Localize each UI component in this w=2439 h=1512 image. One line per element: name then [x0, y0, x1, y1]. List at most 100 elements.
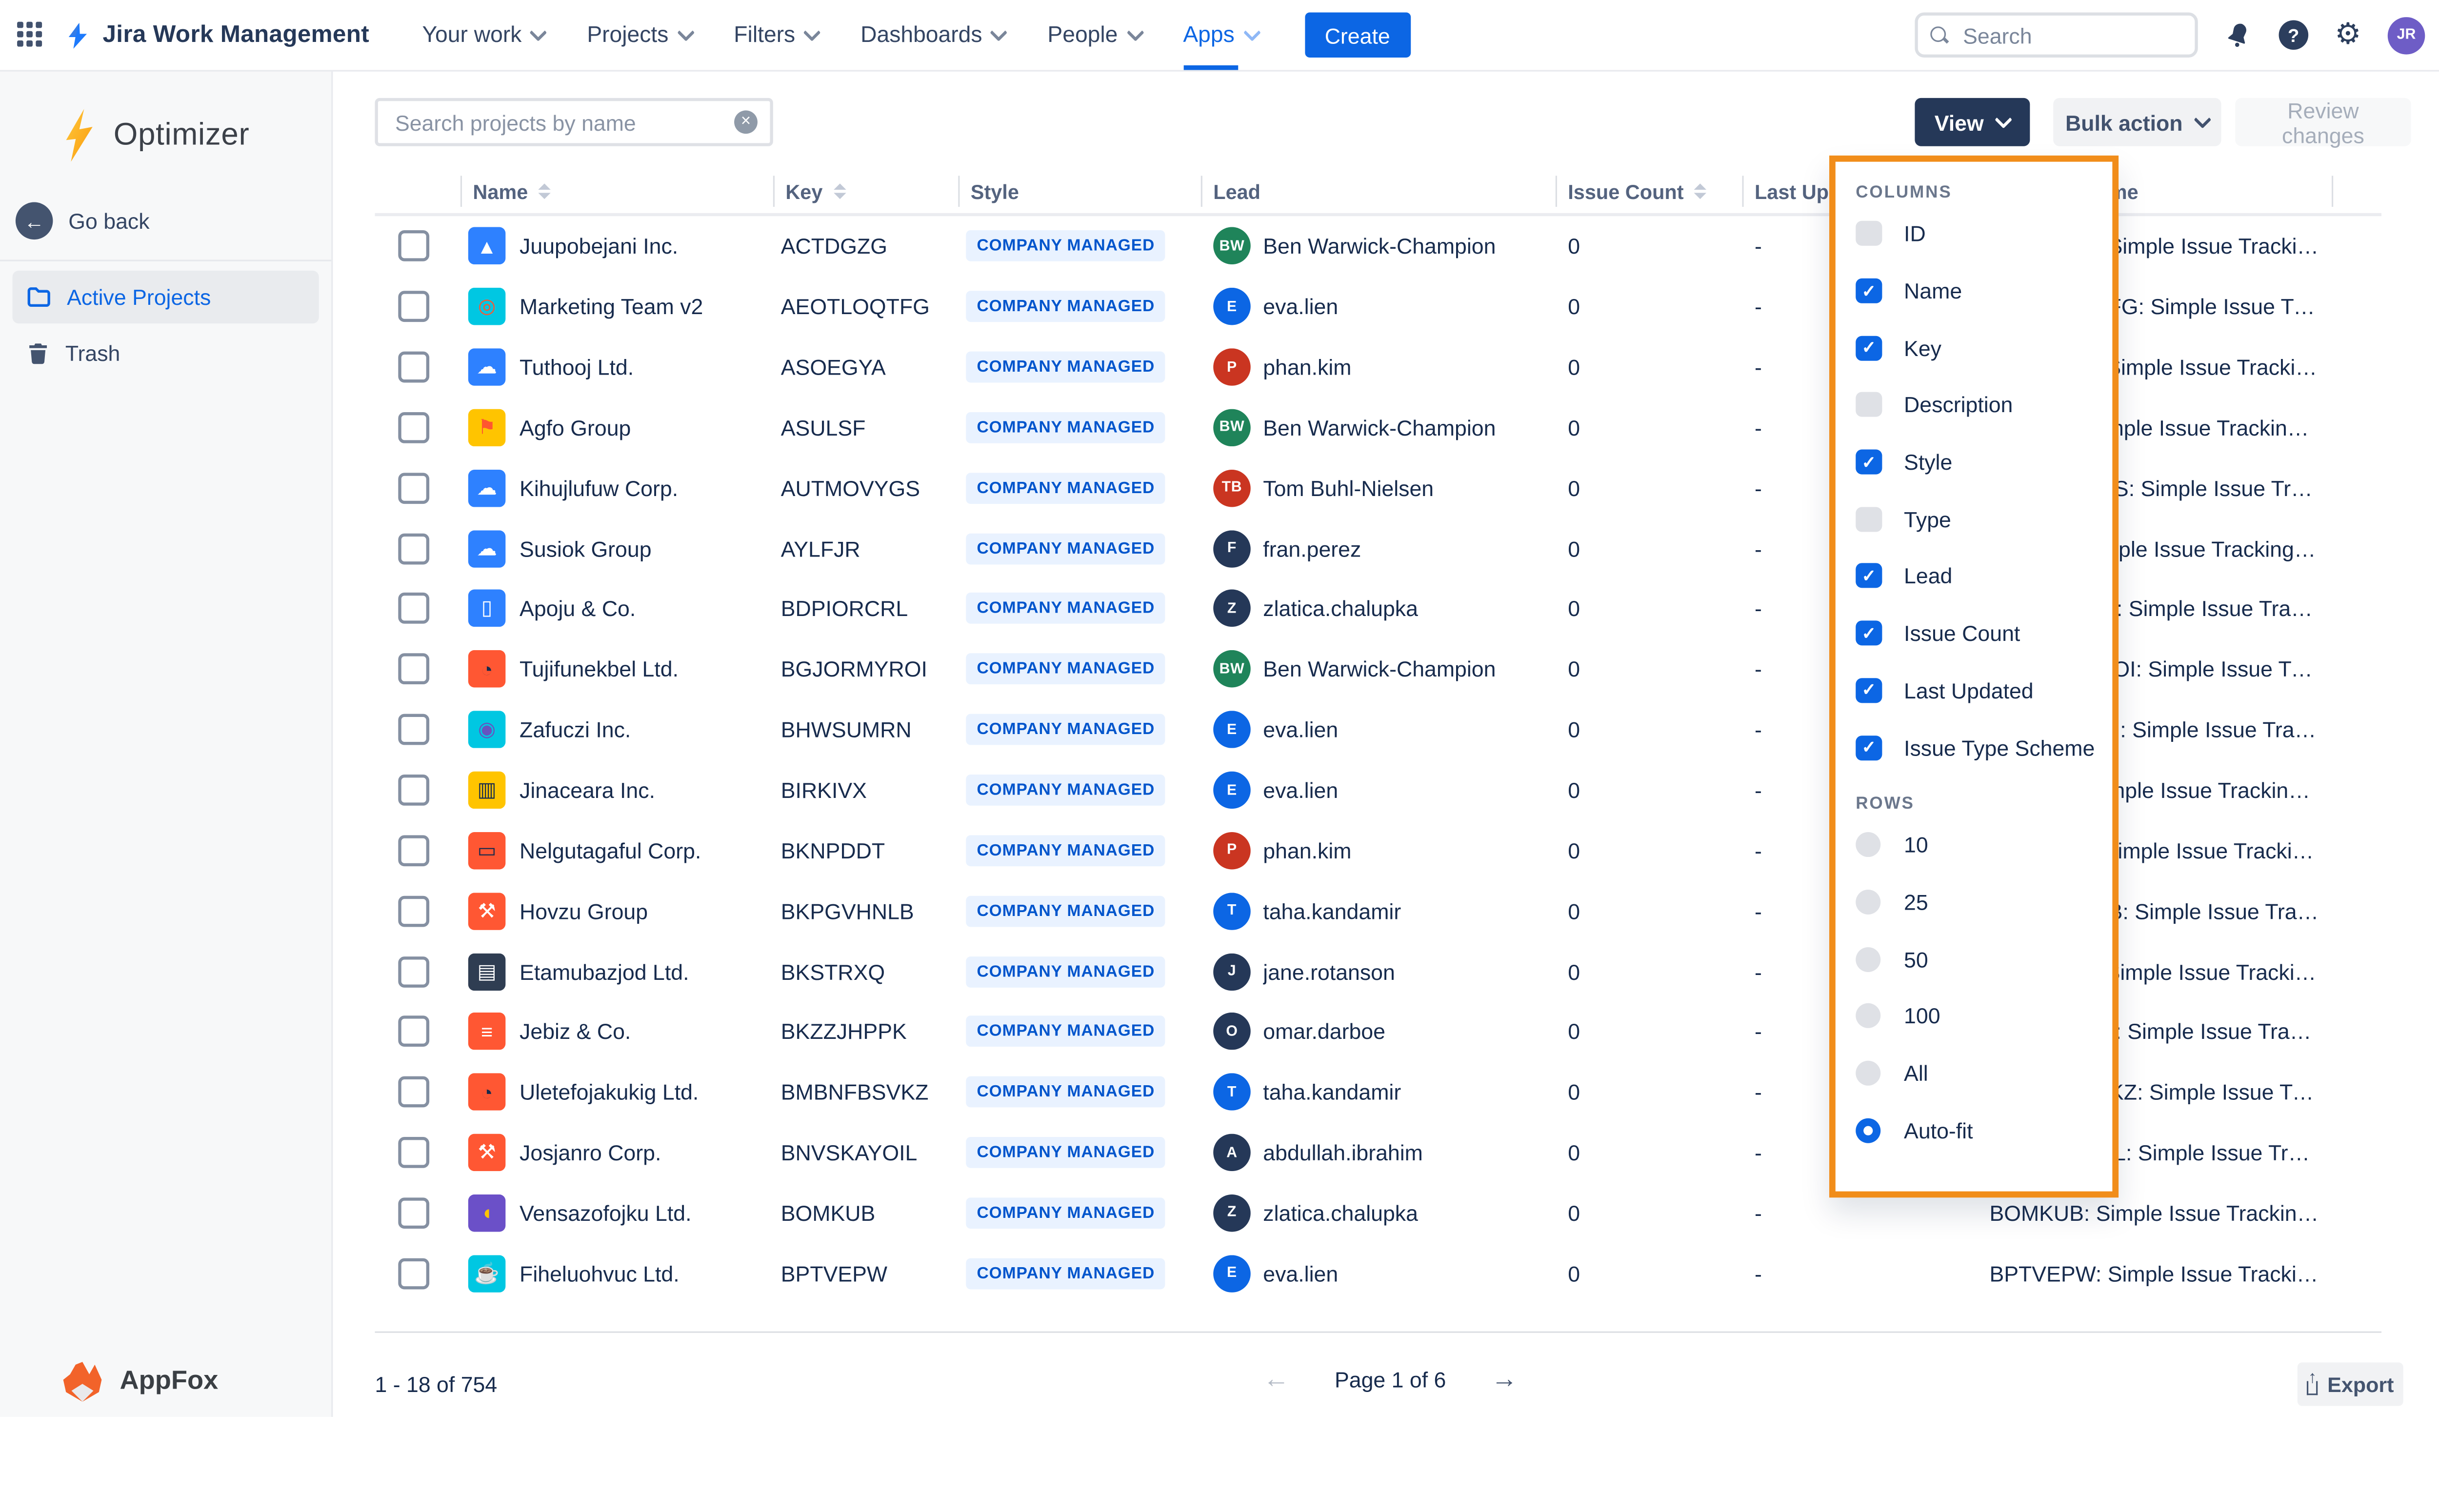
checkbox-icon[interactable]: ✓ [1856, 564, 1882, 589]
row-checkbox[interactable] [398, 1016, 429, 1048]
row-checkbox[interactable] [398, 1197, 429, 1229]
column-toggle-issue-count[interactable]: ✓Issue Count [1836, 605, 2113, 662]
column-header-style[interactable]: Style [958, 176, 1200, 207]
project-name[interactable]: Josjanro Corp. [520, 1140, 661, 1165]
project-name[interactable]: Juupobejani Inc. [520, 234, 678, 259]
notifications-bell-icon[interactable] [2224, 20, 2252, 50]
row-checkbox[interactable] [398, 291, 429, 322]
row-checkbox[interactable] [398, 412, 429, 443]
project-name[interactable]: Jinaceara Inc. [520, 777, 655, 802]
radio-icon[interactable] [1856, 1118, 1880, 1143]
checkbox-icon[interactable]: ✓ [1856, 450, 1882, 475]
nav-menu-projects[interactable]: Projects [587, 0, 692, 70]
rows-option-25[interactable]: 25 [1836, 874, 2113, 931]
checkbox-icon[interactable]: ✓ [1856, 735, 1882, 760]
column-toggle-last-updated[interactable]: ✓Last Updated [1836, 662, 2113, 719]
sidebar-item-trash[interactable]: Trash [13, 327, 319, 379]
project-name[interactable]: Tujifunekbel Ltd. [520, 657, 679, 682]
user-avatar[interactable]: JR [2388, 16, 2425, 54]
column-header-key[interactable]: Key [773, 176, 958, 207]
rows-option-all[interactable]: All [1836, 1045, 2113, 1102]
checkbox-icon[interactable]: ✓ [1856, 621, 1882, 646]
rows-option-auto-fit[interactable]: Auto-fit [1836, 1102, 2113, 1159]
radio-icon[interactable] [1856, 833, 1880, 857]
radio-icon[interactable] [1856, 1061, 1880, 1086]
column-header-issue-count[interactable]: Issue Count [1556, 176, 1742, 207]
column-toggle-issue-type-scheme[interactable]: ✓Issue Type Scheme [1836, 719, 2113, 776]
radio-icon[interactable] [1856, 947, 1880, 972]
column-toggle-lead[interactable]: ✓Lead [1836, 548, 2113, 605]
clear-search-icon[interactable]: × [734, 110, 758, 134]
sidebar-item-active-projects[interactable]: Active Projects [13, 271, 319, 323]
nav-menu-apps[interactable]: Apps [1183, 0, 1258, 70]
row-checkbox[interactable] [398, 593, 429, 624]
column-toggle-description[interactable]: Description [1836, 377, 2113, 434]
nav-menu-people[interactable]: People [1047, 0, 1141, 70]
project-name[interactable]: Susiok Group [520, 536, 651, 561]
rows-option-50[interactable]: 50 [1836, 931, 2113, 988]
project-name[interactable]: Jebiz & Co. [520, 1019, 631, 1044]
row-checkbox[interactable] [398, 1137, 429, 1168]
row-checkbox[interactable] [398, 352, 429, 383]
rows-option-10[interactable]: 10 [1836, 816, 2113, 874]
row-checkbox[interactable] [398, 533, 429, 564]
project-name[interactable]: Kihujlufuw Corp. [520, 476, 678, 500]
view-button[interactable]: View [1915, 98, 2030, 146]
row-checkbox[interactable] [398, 231, 429, 262]
row-checkbox[interactable] [398, 654, 429, 685]
bulk-action-button[interactable]: Bulk action [2053, 98, 2221, 146]
row-checkbox[interactable] [398, 1076, 429, 1108]
global-search-input[interactable] [1960, 21, 2182, 49]
column-toggle-name[interactable]: ✓Name [1836, 262, 2113, 319]
nav-menu-dashboards[interactable]: Dashboards [860, 0, 1005, 70]
project-name[interactable]: Hovzu Group [520, 898, 648, 923]
checkbox-icon[interactable]: ✓ [1856, 279, 1882, 303]
previous-page-icon[interactable]: ← [1263, 1366, 1289, 1392]
row-checkbox[interactable] [398, 956, 429, 987]
row-checkbox[interactable] [398, 775, 429, 806]
row-checkbox[interactable] [398, 1258, 429, 1289]
column-toggle-style[interactable]: ✓Style [1836, 434, 2113, 491]
row-checkbox[interactable] [398, 473, 429, 504]
settings-gear-icon[interactable]: ⚙ [2335, 20, 2361, 50]
radio-icon[interactable] [1856, 890, 1880, 915]
project-avatar: ▭ [468, 832, 506, 870]
row-checkbox[interactable] [398, 895, 429, 927]
project-name[interactable]: Vensazofojku Ltd. [520, 1200, 691, 1225]
project-name[interactable]: Apoju & Co. [520, 597, 636, 621]
nav-menu-filters[interactable]: Filters [734, 0, 819, 70]
rows-option-100[interactable]: 100 [1836, 988, 2113, 1045]
project-name[interactable]: Nelgutagaful Corp. [520, 838, 701, 863]
checkbox-icon[interactable] [1856, 507, 1882, 532]
checkbox-icon[interactable] [1856, 221, 1882, 246]
project-search-input[interactable] [392, 108, 735, 136]
global-search[interactable] [1915, 13, 2198, 58]
export-button[interactable]: ↑ Export [2298, 1362, 2403, 1406]
column-header-lead[interactable]: Lead [1201, 176, 1556, 207]
help-icon[interactable]: ? [2279, 20, 2308, 50]
checkbox-icon[interactable]: ✓ [1856, 336, 1882, 360]
row-checkbox[interactable] [398, 835, 429, 866]
project-name[interactable]: Tuthooj Ltd. [520, 355, 634, 379]
checkbox-icon[interactable]: ✓ [1856, 678, 1882, 703]
create-button[interactable]: Create [1304, 13, 1410, 58]
project-name[interactable]: Agfo Group [520, 415, 631, 440]
checkbox-icon[interactable] [1856, 393, 1882, 418]
row-checkbox[interactable] [398, 714, 429, 745]
radio-icon[interactable] [1856, 1004, 1880, 1029]
project-name[interactable]: Fiheluohvuc Ltd. [520, 1261, 680, 1286]
jira-logo[interactable]: Jira Work Management [62, 20, 369, 51]
next-page-icon[interactable]: → [1491, 1366, 1518, 1392]
project-search[interactable]: × [375, 98, 773, 146]
project-name[interactable]: Etamubazjod Ltd. [520, 959, 689, 984]
project-name[interactable]: Marketing Team v2 [520, 295, 703, 319]
column-toggle-id[interactable]: ID [1836, 205, 2113, 262]
go-back-button[interactable]: ← Go back [16, 202, 331, 240]
column-toggle-key[interactable]: ✓Key [1836, 319, 2113, 377]
app-switcher-icon[interactable] [17, 22, 43, 48]
nav-menu-your-work[interactable]: Your work [422, 0, 545, 70]
column-toggle-type[interactable]: Type [1836, 491, 2113, 548]
project-name[interactable]: Uletefojakukig Ltd. [520, 1080, 699, 1105]
project-name[interactable]: Zafuczi Inc. [520, 717, 631, 742]
column-header-name[interactable]: Name [460, 176, 773, 207]
